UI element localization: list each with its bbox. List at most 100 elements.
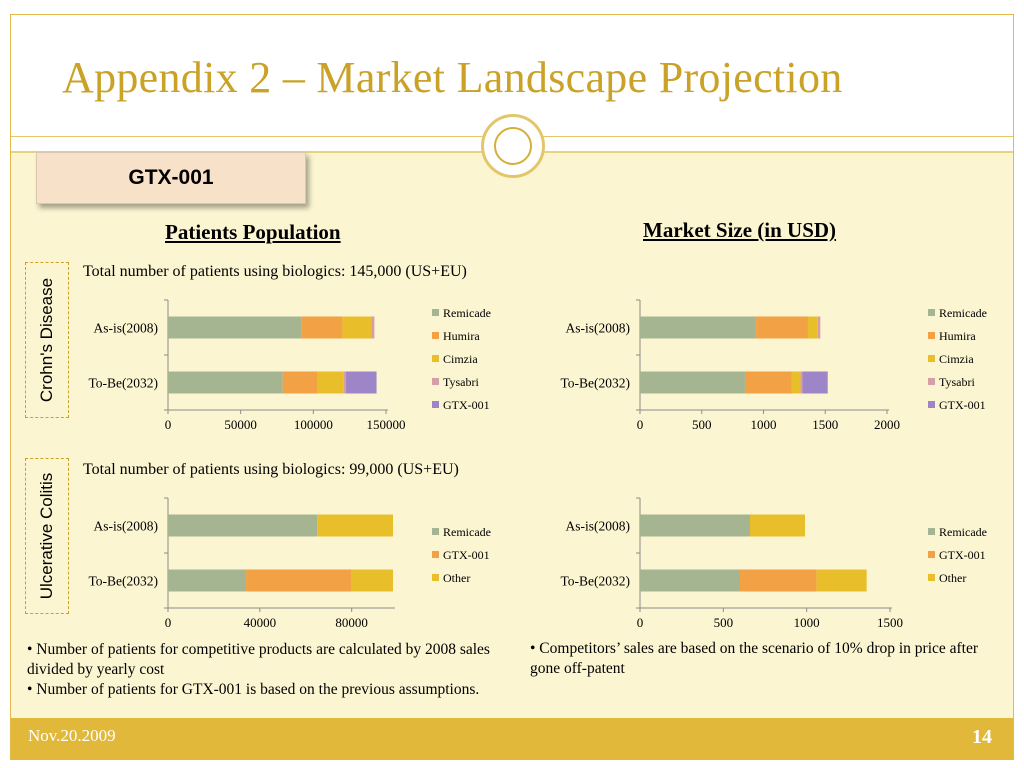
legend-swatch [432,528,439,535]
bar-segment-remicade [168,569,247,592]
content-area [11,151,1013,718]
x-tick-label: 50000 [224,417,257,432]
bar-segment-other [750,514,805,537]
legend-label: GTX-001 [939,398,986,412]
legend-label: GTX-001 [443,548,490,562]
x-tick-label: 100000 [294,417,333,432]
category-label: To-Be(2032) [560,574,630,589]
legend-label: Humira [443,329,480,343]
bar-segment-other [351,569,393,592]
bar-segment-cimzia [791,371,801,394]
category-label: As-is(2008) [566,321,631,336]
legend-swatch [432,551,439,558]
bar-segment-cimzia [807,316,818,339]
bar-segment-tysabri [817,316,821,339]
legend-swatch [928,528,935,535]
crohns-market-chart: 0 500 1000 1500 2000 As-is(2008) To-Be(2032) Re… [560,299,987,432]
legend-label: Remicade [443,306,491,320]
x-tick-label: 0 [637,615,644,630]
bullet-item: • Number of patients for competitive pro… [27,641,490,678]
legend-label: Remicade [443,525,491,539]
crohns-note: Total number of patients using biologics… [83,263,467,280]
bar-segment-remicade [640,569,740,592]
bar-segment-gtx-001 [346,371,377,394]
x-tick-label: 2000 [874,417,900,432]
uc-market-chart: 0 500 1000 1500 As-is(2008) To-Be(2032) Remica… [560,497,987,630]
legend-label: Remicade [939,306,987,320]
x-tick-label: 500 [714,615,734,630]
x-tick-label: 0 [165,615,172,630]
legend-label: Cimzia [443,352,478,366]
x-tick-label: 500 [692,417,712,432]
bar-segment-remicade [640,514,750,537]
bullet-item: • Competitors’ sales are based on the sc… [530,640,979,677]
left-bullets: • Number of patients for competitive pro… [27,640,517,700]
patients-heading: Patients Population [165,220,341,244]
legend-swatch [928,355,935,362]
ulcerative-colitis-label: Ulcerative Colitis [37,472,56,600]
x-tick-label: 1000 [794,615,820,630]
legend-swatch [928,309,935,316]
bar-segment-humira [744,371,792,394]
legend-label: Humira [939,329,976,343]
category-label: To-Be(2032) [88,376,158,391]
category-label: As-is(2008) [94,519,159,534]
x-tick-label: 150000 [367,417,406,432]
bar-segment-other [317,514,393,537]
legend-swatch [432,309,439,316]
bar-segment-other [816,569,867,592]
x-tick-label: 0 [637,417,644,432]
bar-segment-tysabri [343,371,347,394]
bar-segment-remicade [168,316,302,339]
legend-swatch [432,332,439,339]
legend-swatch [928,401,935,408]
uc-patients-chart: 0 40000 80000 As-is(2008) To-Be(2032) Remicad… [88,497,491,630]
x-tick-label: 1500 [877,615,903,630]
bar-segment-gtx-001 [740,569,817,592]
legend-label: Other [939,571,966,585]
bar-segment-gtx-001 [802,371,828,394]
legend-swatch [928,378,935,385]
ulcerative-colitis-label-box: Ulcerative Colitis [25,458,69,614]
bar-segment-remicade [168,514,318,537]
slide-title: Appendix 2 – Market Landscape Projection [62,53,843,102]
bar-segment-remicade [168,371,283,394]
legend-label: Tysabri [939,375,975,389]
legend-label: Other [443,571,470,585]
legend-label: GTX-001 [443,398,490,412]
category-label: To-Be(2032) [560,376,630,391]
inner-ring [494,127,532,165]
legend-label: Remicade [939,525,987,539]
bar-segment-humira [301,316,343,339]
bar-segment-humira [282,371,318,394]
legend-swatch [432,355,439,362]
legend-label: Cimzia [939,352,974,366]
legend-swatch [928,574,935,581]
bar-segment-gtx-001 [246,569,352,592]
legend-label: GTX-001 [939,548,986,562]
bar-segment-remicade [640,316,757,339]
legend-swatch [432,574,439,581]
uc-note: Total number of patients using biologics… [83,461,459,478]
bar-segment-cimzia [317,371,344,394]
legend-label: Tysabri [443,375,479,389]
bar-segment-humira [756,316,808,339]
x-tick-label: 80000 [335,615,368,630]
market-heading: Market Size (in USD) [643,218,837,242]
bar-segment-remicade [640,371,745,394]
category-label: To-Be(2032) [88,574,158,589]
x-tick-label: 1000 [751,417,777,432]
decorative-ring-icon [481,114,545,178]
bullet-item: • Number of patients for GTX-001 is base… [27,681,480,698]
footer-date: Nov.20.2009 [28,726,116,745]
x-tick-label: 1500 [812,417,838,432]
x-tick-label: 0 [165,417,172,432]
crohns-disease-label-box: Crohn's Disease [25,262,69,418]
footer-bar [11,718,1013,760]
legend-swatch [928,551,935,558]
legend-swatch [928,332,935,339]
crohns-disease-label: Crohn's Disease [37,277,56,403]
crohns-patients-chart: 0 50000 100000 150000 As-is(2008) To-Be(2032)… [88,299,491,432]
legend-swatch [432,378,439,385]
bar-segment-tysabri [800,371,803,394]
